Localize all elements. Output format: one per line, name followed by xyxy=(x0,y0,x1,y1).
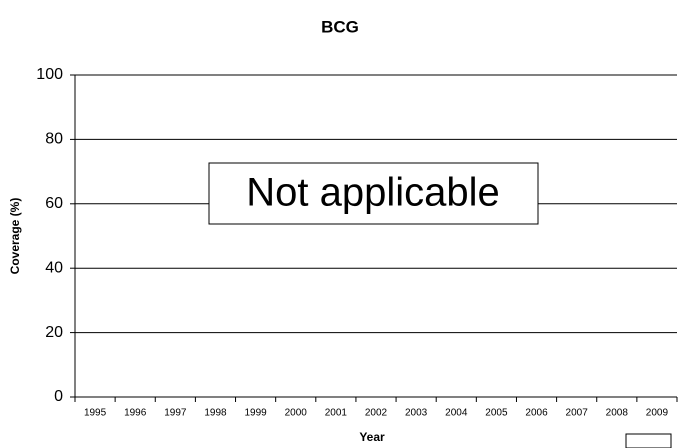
x-tick-label: 1998 xyxy=(204,408,227,419)
x-tick-label: 2000 xyxy=(285,408,308,419)
x-tick-label: 2005 xyxy=(485,408,508,419)
x-tick-label: 1995 xyxy=(84,408,107,419)
x-tick-label: 2003 xyxy=(405,408,428,419)
y-tick-label: 80 xyxy=(45,131,63,148)
x-tick-label: 1999 xyxy=(244,408,267,419)
annotation-box xyxy=(208,162,539,225)
x-tick-label: 2007 xyxy=(566,408,589,419)
x-tick-label: 1996 xyxy=(124,408,147,419)
x-tick-label: 1997 xyxy=(164,408,187,419)
legend-box xyxy=(625,433,672,448)
y-tick-label: 20 xyxy=(45,324,63,341)
x-tick-label: 2008 xyxy=(606,408,629,419)
y-axis-label: Coverage (%) xyxy=(8,198,22,275)
y-tick-label: 40 xyxy=(45,259,63,276)
y-tick-label: 100 xyxy=(36,66,63,83)
annotation: Not applicable xyxy=(246,171,500,215)
chart-title: BCG xyxy=(321,17,359,36)
x-axis-label: Year xyxy=(359,430,385,444)
x-tick-label: 2004 xyxy=(445,408,468,419)
x-tick-label: 2002 xyxy=(365,408,388,419)
y-tick-label: 0 xyxy=(54,388,63,405)
x-tick-label: 2006 xyxy=(525,408,548,419)
x-tick-label: 2001 xyxy=(325,408,348,419)
y-tick-label: 60 xyxy=(45,195,63,212)
x-tick-label: 2009 xyxy=(646,408,669,419)
